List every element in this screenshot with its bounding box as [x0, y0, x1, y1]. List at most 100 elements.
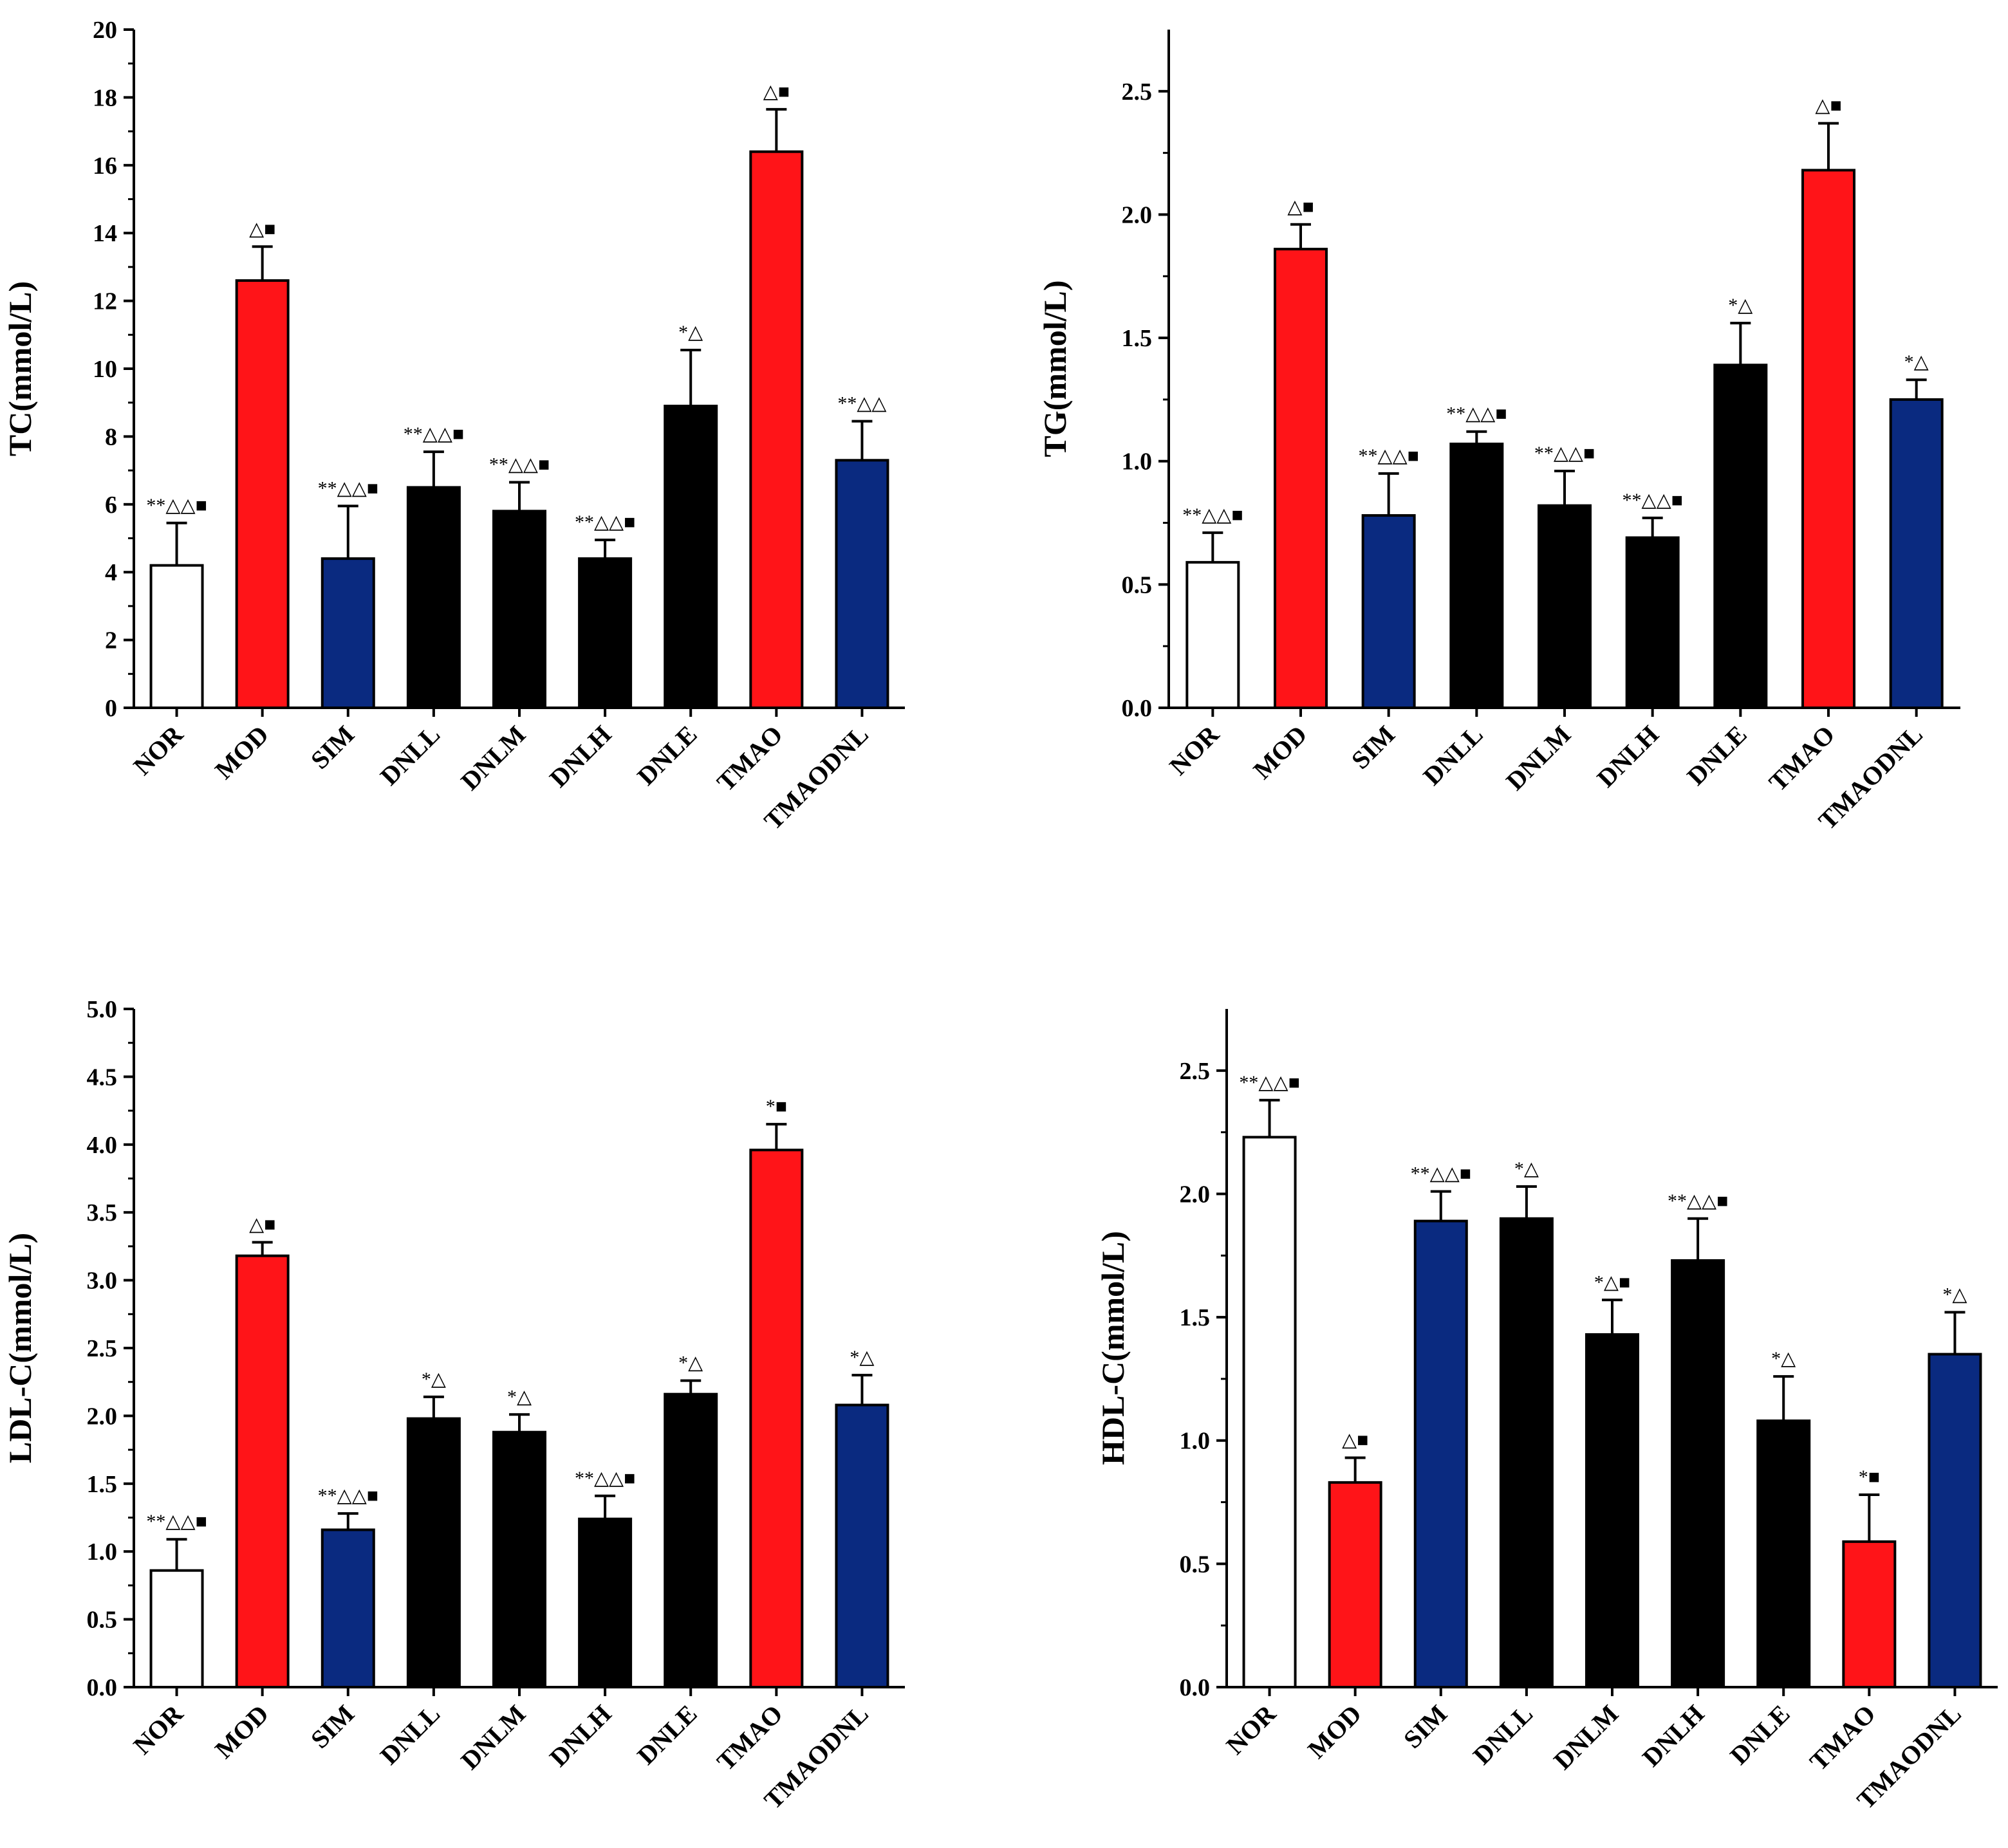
y-tick-label: 1.5 — [87, 1471, 118, 1498]
y-tick-label: 0.0 — [1180, 1674, 1211, 1701]
bar-dnlh — [1671, 1259, 1725, 1689]
hdl-panel: 0.0 0.5 1.0 1.5 2.0 2.5 HDL-C(mmol/L) **△△■ NOR △… — [1095, 1009, 1998, 1815]
significance-label: **△△■ — [1668, 1190, 1728, 1212]
category-label: DNLH — [544, 720, 617, 793]
y-tick-label: 20 — [93, 17, 117, 44]
category-label: DNLE — [1681, 720, 1752, 791]
bar-dnle — [664, 1392, 718, 1689]
significance-label: *■ — [766, 1096, 787, 1117]
category-label: DNLH — [1637, 1699, 1710, 1773]
y-tick-label: 3.5 — [87, 1199, 118, 1226]
y-tick-label: 12 — [93, 288, 117, 315]
significance-label: *△ — [678, 322, 703, 343]
y-tick-label: 18 — [93, 84, 117, 111]
significance-label: *△ — [850, 1347, 874, 1368]
significance-label: **△△■ — [146, 1511, 207, 1532]
y-tick-label: 0.5 — [1122, 571, 1153, 598]
category-label: DNLH — [544, 1699, 617, 1773]
category-label: SIM — [1346, 720, 1400, 775]
significance-label: *■ — [1859, 1466, 1880, 1488]
category-label: MOD — [209, 720, 274, 785]
tg-panel: 0.0 0.5 1.0 1.5 2.0 2.5 TG(mmol/L) **△△■ NOR △■ MO… — [1037, 30, 1960, 835]
bar-sim — [1361, 514, 1416, 710]
category-label: DNLH — [1591, 720, 1664, 793]
significance-label: *△ — [1942, 1284, 1967, 1305]
y-tick-label: 2.0 — [1180, 1181, 1211, 1208]
significance-label: △■ — [1815, 95, 1841, 116]
bar-dnlm — [1585, 1333, 1639, 1688]
category-label: TMAO — [711, 720, 788, 797]
bar-dnll — [406, 486, 461, 709]
significance-label: *△ — [1904, 351, 1929, 373]
bar-dnll — [1499, 1217, 1554, 1689]
ldl-panel: 0.0 0.5 1.0 1.5 2.0 2.5 3.0 3.5 4.0 4.5 5.0 LDL-C(m… — [2, 996, 905, 1815]
y-tick-label: 0.0 — [87, 1674, 118, 1701]
bar-dnle — [664, 404, 718, 709]
bar-sim — [321, 1528, 375, 1688]
significance-label: △■ — [249, 1214, 275, 1235]
significance-label: △■ — [249, 218, 275, 239]
bar-dnlh — [1625, 536, 1680, 709]
bar-mod — [235, 279, 290, 710]
bar-tmao — [749, 150, 804, 710]
significance-label: **△△■ — [1534, 443, 1595, 464]
y-tick-label: 6 — [105, 492, 117, 519]
category-label: SIM — [305, 1699, 360, 1754]
category-label: DNLM — [1500, 720, 1576, 796]
category-label: DNLM — [455, 1699, 531, 1775]
y-tick-label: 1.5 — [1122, 325, 1153, 352]
significance-label: *△■ — [1594, 1271, 1630, 1293]
y-tick-label: 0.5 — [87, 1607, 118, 1634]
significance-label: *△ — [422, 1369, 446, 1390]
significance-label: **△△■ — [489, 454, 550, 476]
significance-label: △■ — [763, 81, 790, 102]
y-tick-label: 16 — [93, 152, 117, 180]
category-label: TMAO — [1763, 720, 1841, 797]
bar-tmaodnl — [835, 459, 889, 709]
y-axis-label: HDL-C(mmol/L) — [1095, 1231, 1131, 1465]
bar-nor — [149, 1569, 204, 1688]
tc-panel: 0 2 4 6 8 10 12 14 16 18 20 TC(mmol/L) **△△■ NOR △■ MOD… — [2, 17, 905, 835]
category-label: DNLL — [1467, 1699, 1538, 1770]
bar-mod — [1328, 1481, 1382, 1688]
significance-label: **△△ — [837, 393, 886, 414]
bar-tmaodnl — [1889, 398, 1944, 710]
category-label: DNLE — [1724, 1699, 1795, 1770]
y-tick-label: 0.5 — [1180, 1551, 1211, 1578]
significance-label: **△△■ — [1411, 1163, 1471, 1185]
bar-dnle — [1756, 1419, 1811, 1688]
bar-nor — [1242, 1136, 1297, 1688]
category-label: DNLE — [631, 720, 702, 791]
y-axis-label: TG(mmol/L) — [1037, 281, 1073, 457]
significance-label: **△△■ — [575, 1468, 635, 1489]
y-tick-label: 0.0 — [1122, 695, 1153, 722]
category-label: NOR — [1220, 1699, 1281, 1760]
bar-dnlh — [578, 1517, 633, 1688]
bar-dnle — [1713, 364, 1768, 709]
bar-tmaodnl — [1928, 1353, 1982, 1688]
y-tick-label: 3.0 — [87, 1268, 118, 1295]
category-label: MOD — [1247, 720, 1312, 785]
y-tick-label: 2.0 — [1122, 201, 1153, 228]
bar-dnlm — [492, 1430, 546, 1689]
category-label: DNLL — [375, 1699, 445, 1770]
y-tick-label: 1.5 — [1180, 1304, 1211, 1331]
bar-tmao — [1842, 1540, 1897, 1689]
significance-label: *△ — [678, 1353, 703, 1374]
y-tick-label: 14 — [93, 220, 117, 247]
y-tick-label: 1.0 — [1180, 1428, 1211, 1455]
category-label: TMAO — [1804, 1699, 1881, 1777]
y-tick-label: 2.5 — [1122, 79, 1153, 106]
significance-label: *△ — [1514, 1158, 1539, 1179]
significance-label: **△△■ — [1359, 445, 1419, 467]
category-label: NOR — [127, 1699, 189, 1760]
bar-dnlh — [578, 557, 633, 709]
significance-label: **△△■ — [318, 1485, 378, 1506]
category-label: NOR — [127, 719, 189, 781]
y-axis-label: TC(mmol/L) — [2, 281, 38, 456]
bar-dnll — [406, 1417, 461, 1688]
y-tick-label: 4 — [105, 559, 117, 586]
significance-label: **△△■ — [1622, 490, 1683, 511]
y-tick-label: 4.5 — [87, 1064, 118, 1091]
